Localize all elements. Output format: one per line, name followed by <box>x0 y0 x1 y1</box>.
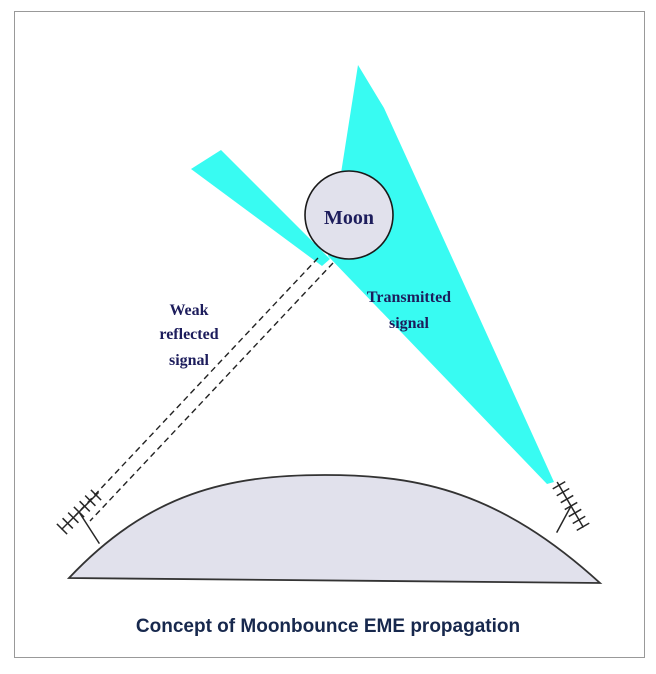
svg-text:reflected: reflected <box>159 326 218 343</box>
svg-text:Transmitted: Transmitted <box>367 289 451 306</box>
svg-text:Moon: Moon <box>324 207 374 229</box>
svg-text:signal: signal <box>389 315 430 332</box>
svg-text:Weak: Weak <box>169 302 208 319</box>
svg-text:signal: signal <box>169 352 210 369</box>
